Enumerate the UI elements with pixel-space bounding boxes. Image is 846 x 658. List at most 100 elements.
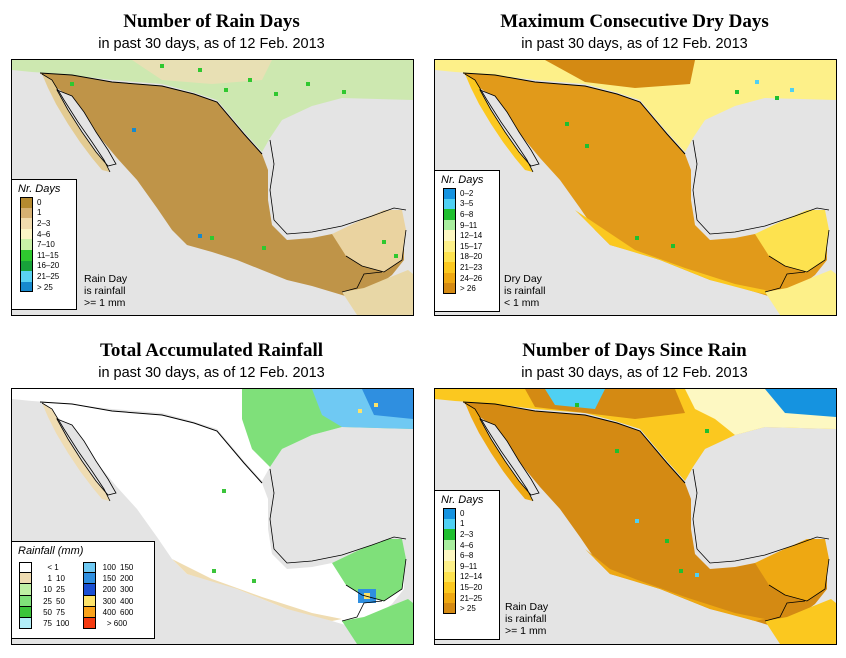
legend-swatch xyxy=(20,260,33,272)
legend-label: 2–3 xyxy=(37,218,51,228)
legend-row: 7–10 xyxy=(12,239,76,250)
legend-range-from: 400 xyxy=(102,607,116,617)
legend-range-to: 25 xyxy=(56,585,65,595)
legend-swatch xyxy=(443,198,456,210)
legend-label: 9–11 xyxy=(460,220,478,230)
legend-rows: 0–2 3–5 6–8 9–11 12–14 15–17 18–20 21–23 24–26 > … xyxy=(435,188,499,294)
legend-swatch xyxy=(83,595,96,607)
note-line-2: is rainfall xyxy=(84,285,126,297)
legend-swatch xyxy=(83,584,96,596)
legend-swatch xyxy=(443,283,456,294)
legend-swatch xyxy=(83,562,96,574)
legend-row: 9–11 xyxy=(435,219,499,231)
definition-note: Rain Day is rainfall >= 1 mm xyxy=(505,601,548,637)
legend-label: 0 xyxy=(460,508,465,518)
legend-range-from: 200 xyxy=(102,585,116,595)
note-line-2: is rainfall xyxy=(505,613,547,625)
legend-range-from: 100 xyxy=(102,563,116,573)
legend-row: 3–5 xyxy=(435,198,499,210)
legend-row: 200 300 xyxy=(83,584,142,596)
legend-label: > 26 xyxy=(460,284,476,294)
legend-row: 300 400 xyxy=(83,595,142,607)
note-line-1: Dry Day xyxy=(504,273,542,285)
legend-swatch xyxy=(19,584,32,596)
legend-swatch xyxy=(20,239,33,250)
legend-range-from: 50 xyxy=(43,607,52,617)
legend-swatch xyxy=(443,262,456,273)
legend-range-to: 100 xyxy=(56,619,70,629)
legend-swatch xyxy=(19,573,32,585)
legend-rain-days: Nr. Days 0 1 2–3 4–6 7–10 11–15 16–20 21–25 > 25 xyxy=(11,179,77,310)
legend-total-rainfall: Rainfall (mm) < 1 1 10 10 25 25 50 50 75 75 100 10… xyxy=(11,541,155,639)
legend-range-from: 300 xyxy=(102,596,116,606)
legend-row: 1 xyxy=(435,518,499,530)
legend-row: 18–20 xyxy=(435,251,499,263)
legend-title: Nr. Days xyxy=(18,183,61,195)
definition-note: Rain Day is rainfall >= 1 mm xyxy=(84,273,127,309)
legend-swatch xyxy=(443,240,456,252)
legend-row: 2–3 xyxy=(12,218,76,229)
legend-row: 16–20 xyxy=(12,260,76,272)
legend-swatch xyxy=(19,606,32,618)
legend-row: 15–17 xyxy=(435,240,499,252)
legend-row: 1 xyxy=(12,207,76,219)
legend-row: > 25 xyxy=(12,281,76,293)
note-line-3: < 1 mm xyxy=(504,297,540,309)
legend-row: 150 200 xyxy=(83,573,142,585)
legend-label: 9–11 xyxy=(460,561,478,571)
legend-row: 9–11 xyxy=(435,560,499,572)
legend-row: 24–26 xyxy=(435,272,499,284)
legend-label: 15–20 xyxy=(460,582,483,592)
legend-max-dry-days: Nr. Days 0–2 3–5 6–8 9–11 12–14 15–17 18–20 21–… xyxy=(434,170,500,312)
legend-range-from: 25 xyxy=(43,596,52,606)
legend-swatch xyxy=(83,617,96,630)
legend-row: 2–3 xyxy=(435,529,499,540)
legend-row: 15–20 xyxy=(435,582,499,593)
legend-column-left: < 1 1 10 10 25 25 50 50 75 75 100 xyxy=(19,562,78,630)
legend-label: 1 xyxy=(460,519,465,529)
legend-label: 0–2 xyxy=(460,188,474,198)
legend-row: 21–23 xyxy=(435,262,499,273)
legend-title: Rainfall (mm) xyxy=(18,545,84,557)
legend-swatch xyxy=(443,518,456,530)
legend-swatch xyxy=(19,562,32,574)
legend-range-to: 75 xyxy=(56,607,65,617)
legend-column-right: 100 150 150 200 200 300 300 400 400 600 > 600 xyxy=(83,562,142,630)
legend-row: 75 100 xyxy=(19,617,78,630)
panel-subtitle: in past 30 days, as of 12 Feb. 2013 xyxy=(98,36,325,52)
legend-label: 2–3 xyxy=(460,529,474,539)
legend-row: 4–6 xyxy=(12,228,76,240)
legend-label: 21–25 xyxy=(37,271,60,281)
map-canvas xyxy=(435,60,836,315)
legend-label: 4–6 xyxy=(460,540,474,550)
note-line-3: >= 1 mm xyxy=(84,297,126,309)
legend-row: 21–25 xyxy=(12,271,76,282)
legend-label: 3–5 xyxy=(460,199,474,209)
legend-swatch xyxy=(20,207,33,219)
legend-swatch xyxy=(443,508,456,519)
legend-range-from: 150 xyxy=(102,574,116,584)
legend-swatch xyxy=(443,539,456,551)
legend-swatch xyxy=(83,606,96,618)
legend-range-from: > 600 xyxy=(106,619,128,629)
map-canvas xyxy=(12,60,413,315)
legend-row: 400 600 xyxy=(83,606,142,618)
map-max-dry-days xyxy=(434,59,837,316)
legend-label: 15–17 xyxy=(460,241,483,251)
legend-label: 7–10 xyxy=(37,240,55,250)
legend-label: 1 xyxy=(37,208,42,218)
panel-subtitle: in past 30 days, as of 12 Feb. 2013 xyxy=(521,365,748,381)
legend-label: 16–20 xyxy=(37,261,60,271)
legend-range-to: 400 xyxy=(120,596,134,606)
legend-label: 11–15 xyxy=(37,250,59,260)
legend-label: 4–6 xyxy=(37,229,51,239)
legend-label: > 25 xyxy=(37,282,53,292)
legend-range-to: 300 xyxy=(120,585,134,595)
legend-label: 12–14 xyxy=(460,572,483,582)
note-line-1: Rain Day xyxy=(84,273,128,285)
legend-rows: 0 1 2–3 4–6 7–10 11–15 16–20 21–25 > 25 xyxy=(12,197,76,293)
legend-swatch xyxy=(20,281,33,293)
legend-swatch xyxy=(443,592,456,604)
legend-swatch xyxy=(20,228,33,240)
note-line-3: >= 1 mm xyxy=(505,625,547,637)
